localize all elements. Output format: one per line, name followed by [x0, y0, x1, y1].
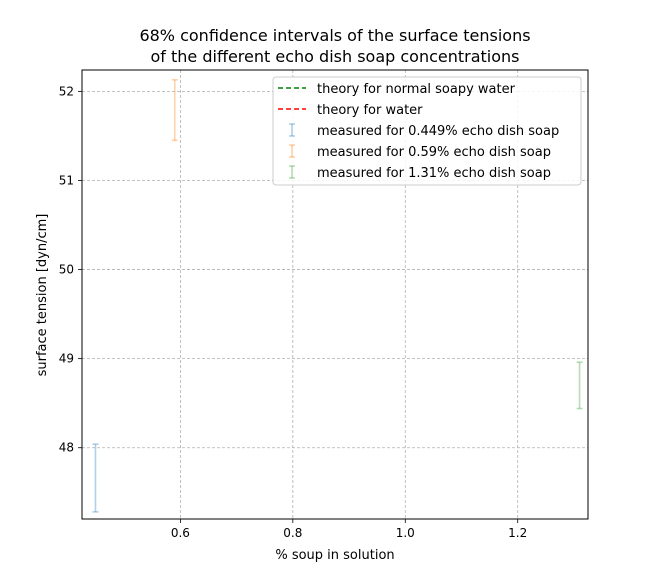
- y-tick-label: 51: [59, 173, 74, 187]
- chart-title-line-2: of the different echo dish soap concentr…: [150, 47, 519, 66]
- legend-entry-label: theory for normal soapy water: [317, 82, 516, 97]
- y-axis-ticks: 48 49 50 51 52: [59, 84, 82, 455]
- chart-title-line-1: 68% confidence intervals of the surface …: [139, 26, 530, 45]
- legend-box: [272, 76, 582, 186]
- legend-entry-label: measured for 0.59% echo dish soap: [317, 145, 551, 160]
- legend-entry-label: measured for 0.449% echo dish soap: [317, 124, 559, 139]
- legend: theory for normal soapy water theory for …: [272, 76, 582, 186]
- y-tick-label: 49: [59, 352, 74, 366]
- x-tick-label: 0.6: [171, 526, 190, 540]
- x-tick-label: 1.0: [396, 526, 415, 540]
- y-tick-label: 50: [59, 263, 74, 277]
- x-tick-label: 0.8: [283, 526, 302, 540]
- y-tick-label: 52: [59, 84, 74, 98]
- x-axis-label: % soup in solution: [275, 548, 394, 563]
- x-tick-label: 1.2: [508, 526, 527, 540]
- x-axis-ticks: 0.6 0.8 1.0 1.2: [171, 519, 527, 540]
- legend-entry-label: measured for 1.31% echo dish soap: [317, 166, 551, 181]
- plot-area-frame: [81, 69, 589, 520]
- error-bars: [92, 78, 583, 513]
- legend-entry-label: theory for water: [317, 103, 423, 118]
- y-axis-label: surface tension [dyn/cm]: [35, 214, 50, 377]
- y-tick-label: 48: [59, 441, 74, 455]
